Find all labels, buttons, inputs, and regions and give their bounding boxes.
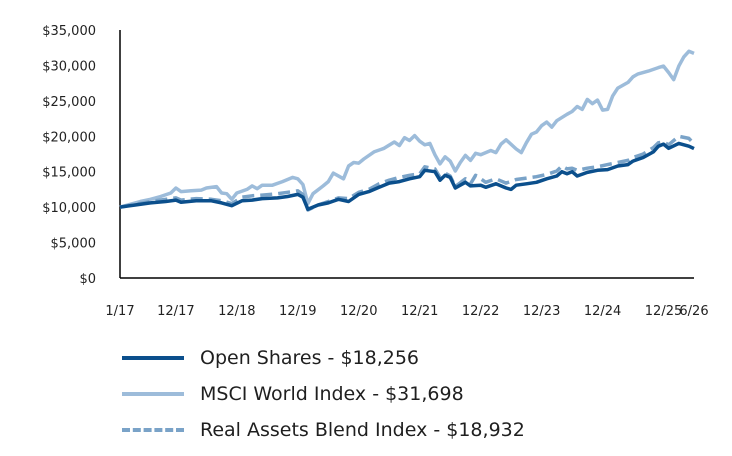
y-tick-label: $25,000: [42, 95, 96, 110]
series-line-msci-world: [119, 49, 695, 209]
x-tick-label: 12/20: [340, 304, 377, 319]
x-tick-label: 12/23: [523, 304, 560, 319]
legend-label-real-assets: Real Assets Blend Index - $18,932: [200, 419, 525, 441]
y-tick-label: $5,000: [51, 237, 97, 252]
x-tick-label: 12/19: [279, 304, 316, 319]
y-tick-label: $15,000: [42, 166, 96, 181]
chart-axes: [119, 30, 694, 279]
chart-legend: Open Shares - $18,256 MSCI World Index -…: [122, 340, 525, 448]
legend-swatch-real-assets: [122, 428, 184, 432]
legend-item-open-shares: Open Shares - $18,256: [122, 340, 525, 376]
x-tick-label: 12/25: [645, 304, 682, 319]
y-tick-label: $20,000: [42, 130, 96, 145]
x-tick-label: 6/26: [679, 304, 708, 319]
y-axis-ticks: $0 $5,000 $10,000 $15,000 $20,000 $25,000 $30,…: [42, 24, 96, 287]
series-line-open-shares: [119, 141, 695, 212]
x-tick-label: 12/21: [401, 304, 438, 319]
legend-swatch-msci-world: [122, 392, 184, 396]
x-tick-label: 12/22: [462, 304, 499, 319]
y-tick-label: $10,000: [42, 201, 96, 216]
y-tick-label: $30,000: [42, 59, 96, 74]
legend-label-open-shares: Open Shares - $18,256: [200, 347, 420, 369]
series-line-real-assets: [119, 134, 696, 212]
x-tick-label: 12/17: [157, 304, 194, 319]
x-tick-label: 12/24: [584, 304, 621, 319]
legend-item-real-assets: Real Assets Blend Index - $18,932: [122, 412, 525, 448]
y-tick-label: $0: [79, 272, 96, 287]
chart-series: [119, 49, 696, 212]
legend-swatch-open-shares: [122, 356, 184, 360]
legend-item-msci-world: MSCI World Index - $31,698: [122, 376, 525, 412]
y-tick-label: $35,000: [42, 24, 96, 39]
x-axis-ticks: 1/17 12/17 12/18 12/19 12/20 12/21 12/22 12/23 1…: [105, 304, 708, 319]
legend-label-msci-world: MSCI World Index - $31,698: [200, 383, 464, 405]
x-tick-label: 12/18: [218, 304, 255, 319]
x-tick-label: 1/17: [105, 304, 134, 319]
